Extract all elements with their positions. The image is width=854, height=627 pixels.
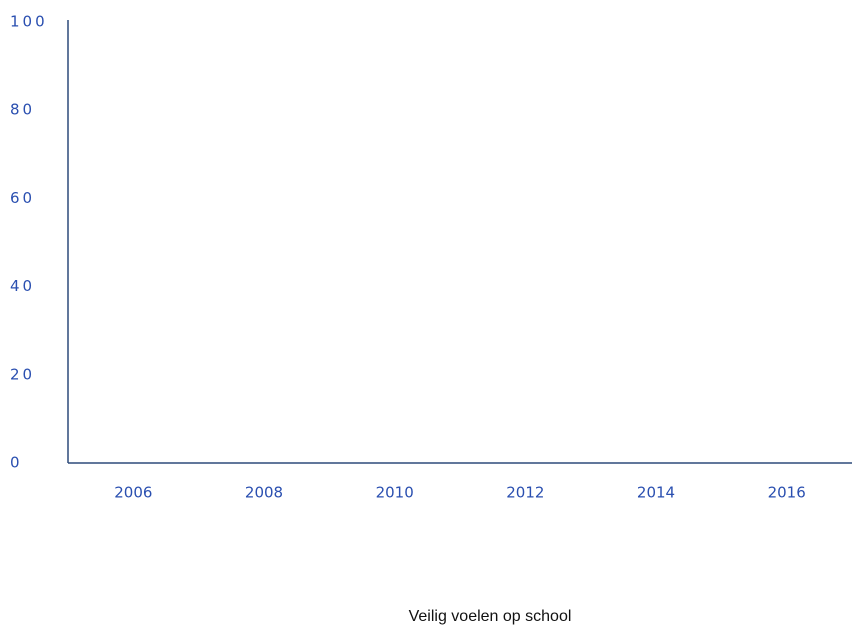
y-tick-label: 100 bbox=[10, 13, 48, 31]
y-tick-label: 40 bbox=[10, 277, 35, 295]
legend-label: Veilig voelen op school bbox=[409, 608, 572, 625]
x-tick-label: 2010 bbox=[376, 484, 414, 502]
x-tick-label: 2014 bbox=[637, 484, 675, 502]
x-tick-label: 2008 bbox=[245, 484, 283, 502]
x-tick-label: 2006 bbox=[114, 484, 152, 502]
y-tick-label: 0 bbox=[10, 454, 23, 472]
y-tick-label: 60 bbox=[10, 189, 35, 207]
x-tick-label: 2012 bbox=[506, 484, 544, 502]
y-tick-label: 20 bbox=[10, 365, 35, 383]
y-tick-label: 80 bbox=[10, 101, 35, 119]
x-tick-label: 2016 bbox=[768, 484, 806, 502]
